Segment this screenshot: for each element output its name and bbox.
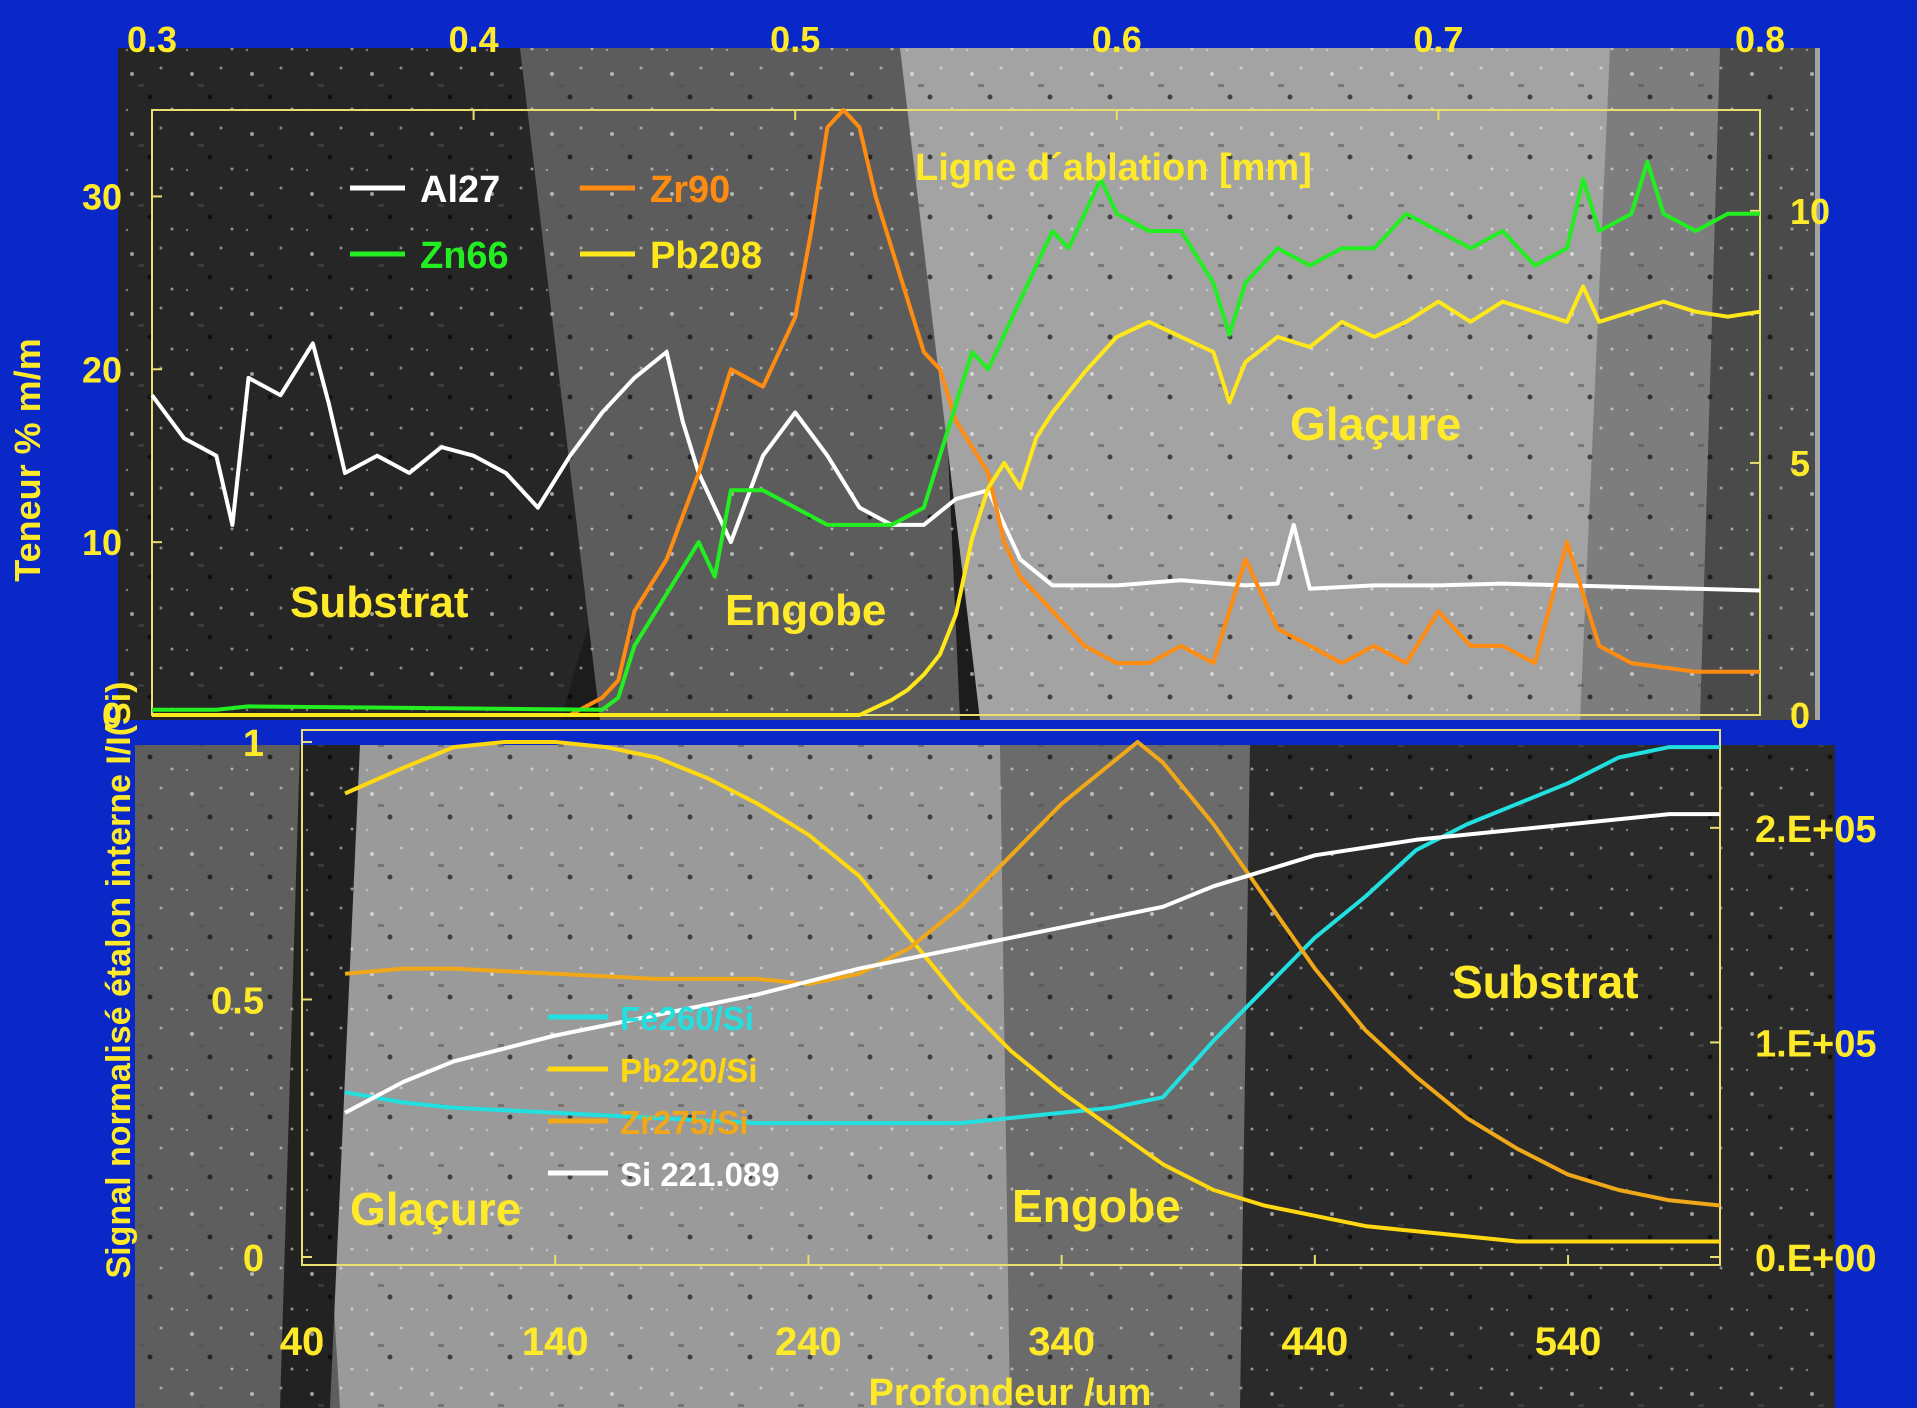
series-line-zn66 [152,159,1760,712]
series-line-si-221-089 [344,812,1720,1115]
bottom-y-tick-label: 1 [243,723,264,765]
region-label-glacure-top: Glaçure [1290,398,1461,450]
region-label-engobe-top: Engobe [725,586,886,635]
top-y-tick-label: 0 [102,695,122,736]
bottom-y2-tick-label: 2.E+05 [1755,809,1877,851]
top-axis-ticks: 0.3 0.4 0.5 0.6 0.7 0.8 0 10 20 30 0 5 10 [82,19,1830,736]
series-line-fe260-si [344,745,1720,1126]
region-label-substrat-bottom: Substrat [1452,956,1639,1008]
series-line-pb208 [152,284,1761,717]
top-x-tick-label: 0.7 [1413,19,1463,60]
top-axis-title: Ligne d´ablation [mm] [915,147,1312,189]
region-label-substrat-top: Substrat [290,578,469,627]
legend-item-zr90: Zr90 [650,169,730,211]
bottom-y-axis-label: Signal normalisé étalon interne I/I(Si) [100,681,138,1278]
bottom-x-tick-label: 340 [1028,1320,1095,1364]
region-label-engobe-bottom: Engobe [1012,1180,1181,1232]
legend-item-pb220: Pb220/Si [620,1052,758,1089]
legend-item-fe260: Fe260/Si [620,1000,754,1037]
top-y2-tick-label: 5 [1790,443,1810,484]
legend-item-zr275: Zr275/Si [620,1104,748,1141]
top-x-tick-label: 0.3 [127,19,177,60]
series-line-al27 [150,341,1761,593]
bottom-y2-tick-label: 0.E+00 [1755,1238,1877,1280]
bottom-plot-frame [301,729,1721,1266]
top-y2-tick-label: 10 [1790,191,1830,232]
legend-item-zn66: Zn66 [420,235,509,277]
bottom-x-tick-label: 540 [1535,1320,1602,1364]
series-line-pb220-si [344,740,1720,1244]
bottom-x-tick-label: 40 [280,1320,325,1364]
bottom-panel-image [135,745,1835,1408]
bottom-legend: Fe260/Si Pb220/Si Zr275/Si Si 221.089 [548,1000,780,1193]
legend-item-al27: Al27 [420,169,500,211]
top-x-tick-label: 0.6 [1092,19,1142,60]
top-y2-tick-label: 0 [1790,695,1810,736]
bottom-y-tick-label: 0.5 [211,981,264,1023]
top-y-tick-label: 30 [82,176,122,217]
series-line-zr90 [152,108,1760,717]
top-series-lines [150,108,1761,717]
top-y-tick-label: 20 [82,349,122,390]
bottom-x-tick-label: 440 [1281,1320,1348,1364]
top-y-axis-label: Teneur % m/m [7,338,48,581]
bottom-series-lines [344,740,1721,1244]
top-x-tick-label: 0.5 [770,19,820,60]
bottom-y-tick-label: 0 [243,1238,264,1280]
bottom-x-axis-label: Profondeur /um [869,1372,1152,1408]
legend-item-si221: Si 221.089 [620,1156,780,1193]
top-panel-image [118,48,1820,720]
legend-item-pb208: Pb208 [650,235,762,277]
bottom-y2-tick-label: 1.E+05 [1755,1023,1877,1065]
bottom-x-tick-label: 240 [775,1320,842,1364]
bottom-x-tick-label: 140 [522,1320,589,1364]
top-x-tick-label: 0.8 [1735,19,1785,60]
bottom-axis-ticks: 40 140 240 340 440 540 0 0.5 1 0.E+00 1.E+05 2.E+05 [211,723,1876,1364]
top-plot-frame [151,109,1761,716]
top-y-tick-label: 10 [82,522,122,563]
top-legend: Al27 Zr90 Zn66 Pb208 [350,169,762,277]
region-label-glacure-bottom: Glaçure [350,1183,521,1235]
series-line-zr275-si [344,740,1721,1208]
top-x-tick-label: 0.4 [449,19,499,60]
